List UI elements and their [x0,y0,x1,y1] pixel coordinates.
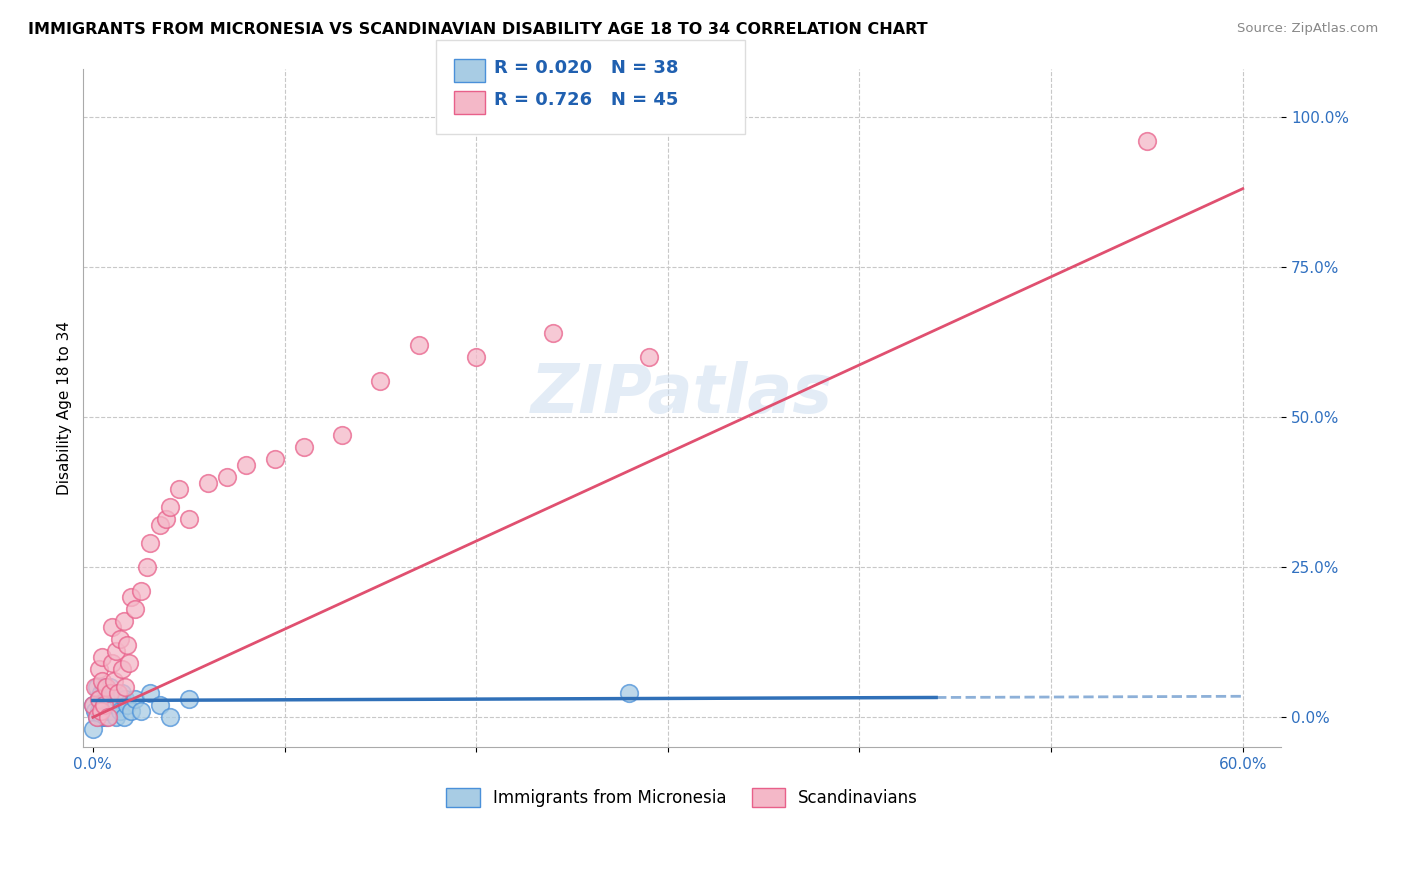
Point [114,692,136,706]
Point [107,686,129,700]
Point [87,692,110,706]
Point [139,686,162,700]
Text: IMMIGRANTS FROM MICRONESIA VS SCANDINAVIAN DISABILITY AGE 18 TO 34 CORRELATION C: IMMIGRANTS FROM MICRONESIA VS SCANDINAVI… [28,22,928,37]
Point [541,326,564,340]
Text: Source: ZipAtlas.com: Source: ZipAtlas.com [1237,22,1378,36]
Point [96,686,118,700]
Point [91,698,114,713]
Point [111,662,134,676]
Point [139,536,162,550]
Point [90,704,112,718]
Point [124,692,146,706]
Point [93,680,115,694]
Point [135,560,157,574]
Point [149,698,172,713]
Point [330,428,353,442]
Point [197,476,219,491]
Point [637,350,659,364]
Point [292,440,315,454]
Point [1136,134,1159,148]
Point [83,680,105,694]
Point [101,620,124,634]
Point [114,680,136,694]
Point [87,692,110,706]
Point [97,704,120,718]
Point [118,657,141,671]
Point [408,338,430,352]
Point [101,657,124,671]
Point [86,710,108,724]
Point [120,590,142,604]
Point [215,470,238,484]
Point [96,680,118,694]
Point [159,500,181,514]
Point [117,638,139,652]
Point [107,692,129,706]
Point [103,686,125,700]
Point [117,698,139,713]
Point [124,602,146,616]
Point [129,704,152,718]
Point [104,698,127,713]
Point [370,374,392,388]
Point [96,710,118,724]
Point [619,686,641,700]
Point [91,710,114,724]
Point [82,698,104,713]
Point [264,452,287,467]
Point [104,710,127,724]
Text: ZIPatlas: ZIPatlas [531,361,834,427]
Point [86,680,108,694]
Point [112,614,135,628]
Point [111,686,134,700]
Legend: Immigrants from Micronesia, Scandinavians: Immigrants from Micronesia, Scandinavian… [440,781,925,814]
Point [82,723,104,737]
Point [93,698,115,713]
Point [91,650,114,665]
Point [108,704,131,718]
Point [101,704,124,718]
Point [104,644,127,658]
Point [149,518,172,533]
Point [97,692,120,706]
Point [90,710,112,724]
Point [159,710,181,724]
Point [120,704,142,718]
Point [177,512,200,526]
Point [90,686,112,700]
Point [465,350,488,364]
Point [98,698,121,713]
Point [129,584,152,599]
Point [235,458,257,472]
Point [112,710,135,724]
Point [177,692,200,706]
Text: R = 0.020   N = 38: R = 0.020 N = 38 [494,59,678,77]
Point [87,662,110,676]
Point [155,512,177,526]
Point [83,704,105,718]
Text: R = 0.726   N = 45: R = 0.726 N = 45 [494,91,678,109]
Point [91,674,114,689]
Y-axis label: Disability Age 18 to 34: Disability Age 18 to 34 [58,321,72,495]
Point [82,698,104,713]
Point [103,674,125,689]
Point [167,482,190,496]
Point [98,680,121,694]
Point [86,710,108,724]
Point [101,692,124,706]
Point [97,710,120,724]
Point [87,704,110,718]
Point [108,632,131,647]
Point [93,704,115,718]
Point [98,686,121,700]
